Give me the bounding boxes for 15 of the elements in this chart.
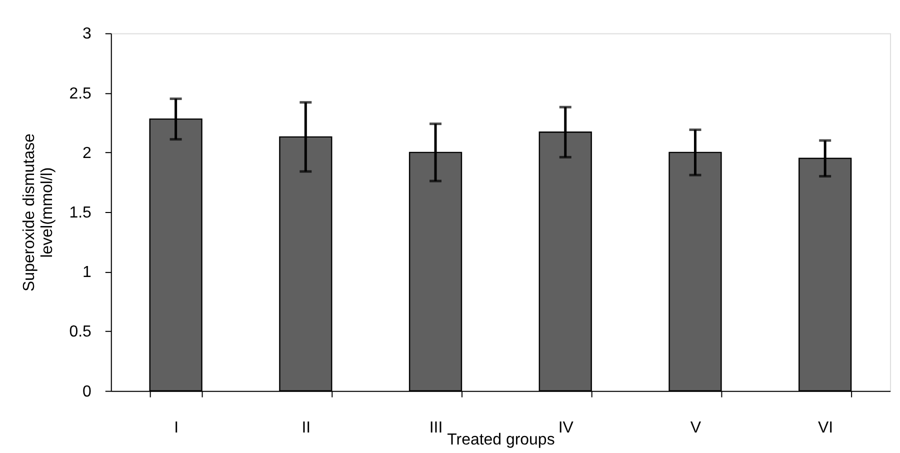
y-tick-label: 0.5 <box>69 324 92 341</box>
x-tick-label: V <box>690 419 702 436</box>
y-tick-label: 3 <box>82 26 92 43</box>
y-tick-label: 2.5 <box>69 85 92 102</box>
x-axis-title: Treated groups <box>447 431 555 448</box>
x-tick-label: III <box>429 419 443 436</box>
x-tick-label: I <box>174 419 179 436</box>
y-axis-title: Superoxide dismutase level(mmol/l) <box>21 133 56 292</box>
x-tick-label: IV <box>558 419 574 436</box>
y-tick-label: 2 <box>82 144 92 162</box>
x-tick-label: VI <box>818 419 834 436</box>
y-tick-label: 0 <box>82 383 92 400</box>
y-tick-label: 1 <box>82 264 92 282</box>
x-tick-label: II <box>302 419 311 436</box>
y-tick-label: 1.5 <box>69 204 92 222</box>
